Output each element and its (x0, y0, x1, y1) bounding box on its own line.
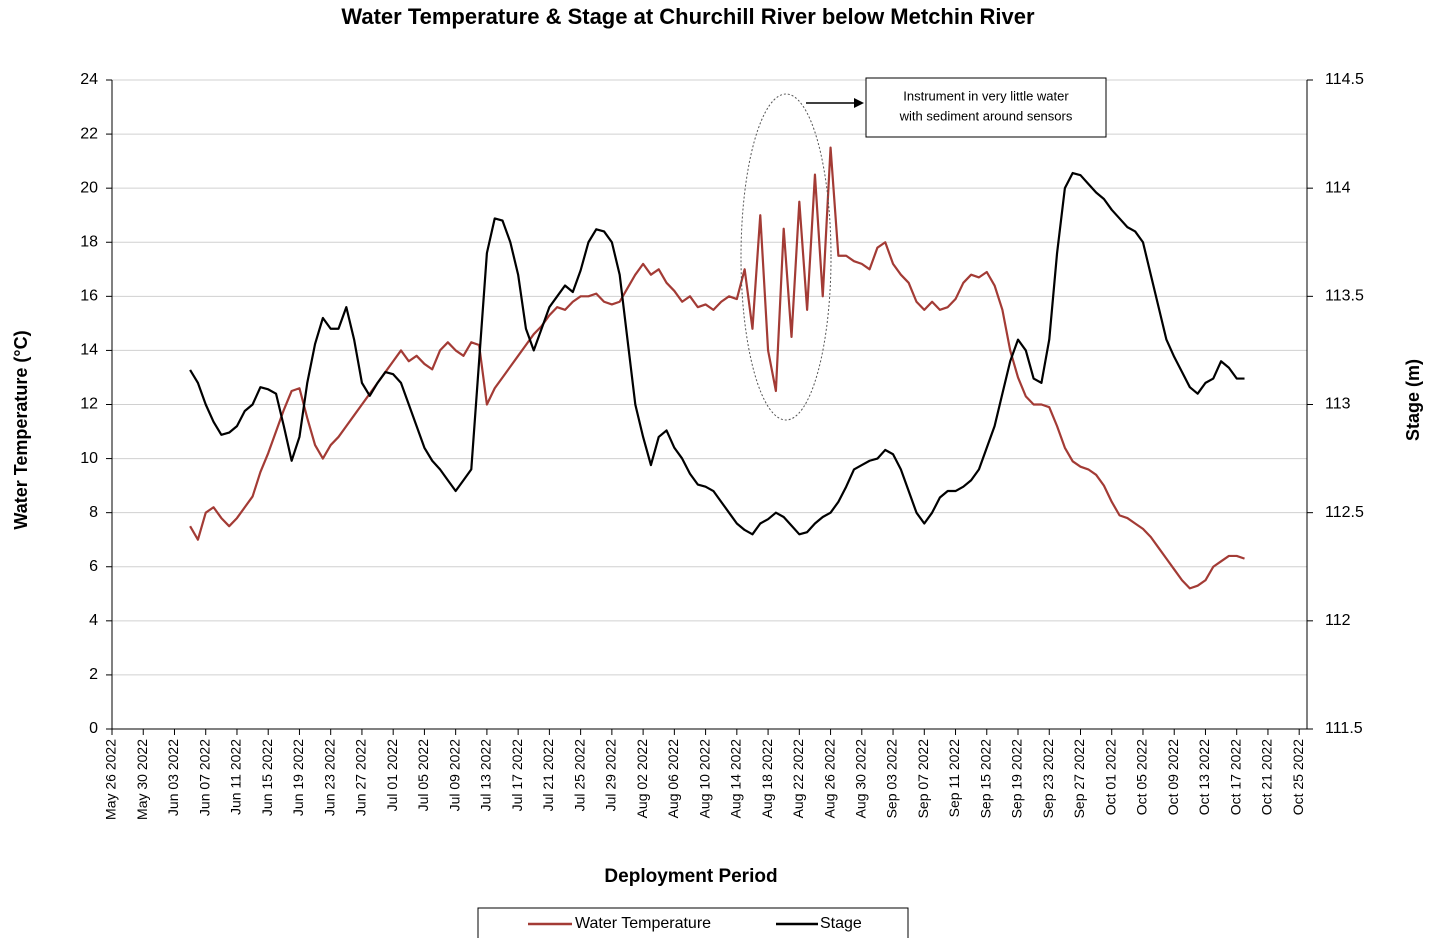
x-tick-label: Jul 25 2022 (571, 739, 587, 812)
x-tick-label: Jul 01 2022 (384, 739, 400, 812)
y-tick-label: 16 (80, 288, 98, 305)
x-tick-label: Jun 03 2022 (165, 739, 181, 816)
y-tick-label: 18 (80, 233, 98, 250)
series-line (189, 146, 1245, 590)
y-tick-label: 4 (89, 612, 98, 629)
legend-label: Water Temperature (575, 915, 711, 932)
y2-tick-label: 114 (1325, 179, 1351, 196)
x-tick-label: Jul 17 2022 (509, 739, 525, 812)
y-tick-label: 6 (89, 558, 98, 575)
x-tick-label: Jul 09 2022 (446, 739, 462, 812)
x-tick-label: Jun 23 2022 (321, 739, 337, 816)
x-tick-label: Aug 10 2022 (696, 739, 712, 819)
x-tick-label: Aug 30 2022 (853, 739, 869, 819)
x-tick-label: Sep 19 2022 (1009, 739, 1025, 819)
x-tick-label: Jun 15 2022 (259, 739, 275, 816)
chart-title: Water Temperature & Stage at Churchill R… (341, 4, 1035, 29)
x-tick-label: Sep 03 2022 (884, 739, 900, 819)
annotation-arrowhead (854, 98, 864, 108)
y-tick-label: 22 (80, 125, 98, 142)
x-tick-label: Jul 13 2022 (478, 739, 494, 812)
x-tick-label: Jun 07 2022 (196, 739, 212, 816)
y-tick-label: 14 (80, 342, 98, 359)
x-tick-label: Jun 27 2022 (353, 739, 369, 816)
x-tick-label: Jul 29 2022 (603, 739, 619, 812)
x-tick-label: Oct 25 2022 (1290, 739, 1306, 815)
highlight-ellipse (740, 93, 832, 421)
y-tick-label: 0 (89, 720, 98, 737)
x-tick-label: Aug 26 2022 (821, 739, 837, 819)
x-tick-label: Aug 14 2022 (728, 739, 744, 819)
x-tick-label: Aug 02 2022 (634, 739, 650, 819)
annotation-text: Instrument in very little water (903, 88, 1069, 103)
y2-tick-label: 112 (1325, 612, 1351, 629)
y-tick-label: 12 (80, 396, 98, 413)
x-axis-title: Deployment Period (604, 866, 777, 887)
annotation-box (865, 77, 1107, 138)
y2-axis-title: Stage (m) (1403, 359, 1423, 441)
x-tick-label: Oct 17 2022 (1227, 739, 1243, 815)
legend-label: Stage (820, 915, 862, 932)
x-tick-label: Oct 05 2022 (1134, 739, 1150, 815)
plot-area: 024681012141618202224111.5112112.5113113… (80, 71, 1364, 820)
x-tick-label: Oct 01 2022 (1102, 739, 1118, 815)
y2-tick-label: 111.5 (1325, 720, 1363, 737)
x-tick-label: Jun 19 2022 (290, 739, 306, 816)
x-tick-label: Oct 21 2022 (1259, 739, 1275, 815)
x-tick-label: Jul 05 2022 (415, 739, 431, 812)
x-tick-label: Sep 23 2022 (1040, 739, 1056, 819)
x-tick-label: Sep 27 2022 (1071, 739, 1087, 819)
y-tick-label: 10 (80, 450, 98, 467)
annotation-text: with sediment around sensors (899, 108, 1073, 123)
x-tick-label: Oct 09 2022 (1165, 739, 1181, 815)
y-tick-label: 8 (89, 504, 98, 521)
x-tick-label: Sep 11 2022 (946, 739, 962, 818)
y-tick-label: 24 (80, 71, 98, 88)
y2-tick-label: 113 (1325, 396, 1351, 413)
x-tick-label: Jun 11 2022 (228, 739, 244, 815)
y-axis-title: Water Temperature (°C) (11, 330, 31, 529)
y-tick-label: 20 (80, 179, 98, 196)
x-tick-label: Aug 06 2022 (665, 739, 681, 819)
x-tick-label: Oct 13 2022 (1196, 739, 1212, 815)
series-line (189, 171, 1245, 536)
x-tick-label: Aug 22 2022 (790, 739, 806, 819)
x-tick-label: Jul 21 2022 (540, 739, 556, 812)
y2-tick-label: 113.5 (1325, 288, 1364, 305)
x-tick-label: May 26 2022 (103, 739, 119, 820)
x-tick-label: May 30 2022 (134, 739, 150, 820)
y-tick-label: 2 (89, 666, 98, 683)
y2-tick-label: 112.5 (1325, 504, 1364, 521)
x-tick-label: Sep 15 2022 (977, 739, 993, 819)
x-tick-label: Aug 18 2022 (759, 739, 775, 819)
y2-tick-label: 114.5 (1325, 71, 1364, 88)
x-tick-label: Sep 07 2022 (915, 739, 931, 819)
